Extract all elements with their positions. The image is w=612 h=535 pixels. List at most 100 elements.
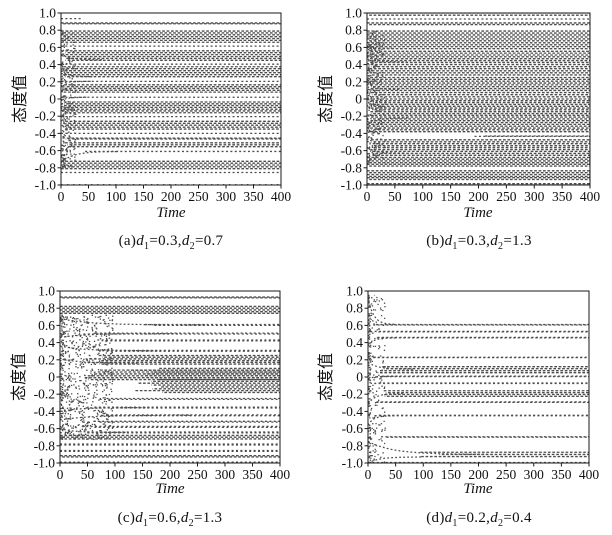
y-tick-label: -1.0 (342, 456, 364, 471)
y-tick-label: 0.2 (345, 74, 362, 89)
y-tick-label: -0.8 (342, 438, 364, 453)
x-tick-label: 150 (132, 467, 153, 482)
transient-curve (368, 440, 488, 455)
transient-curve (60, 357, 140, 364)
x-tick-label: 300 (524, 467, 545, 482)
y-tick-label: -1.0 (34, 456, 56, 471)
x-tick-label: 350 (552, 189, 573, 204)
x-tick-label: 200 (161, 189, 182, 204)
panel-a-plot: 1.00.80.60.40.20-0.2-0.4-0.6-0.8-1.00 50 1… (35, 6, 292, 205)
transient-curve (368, 392, 405, 405)
y-tick-label: 0.8 (346, 301, 363, 316)
transient-curve (367, 45, 394, 49)
x-tick-label: 400 (271, 189, 292, 204)
x-tick-label: 350 (243, 189, 264, 204)
transient-curve (368, 361, 415, 370)
y-tick-label: -0.8 (35, 160, 57, 175)
transient-curve (60, 345, 166, 352)
transient-curve (60, 427, 126, 434)
panel-a-caption: (a)d1=0.3,d2=0.7 (118, 233, 224, 252)
x-tick-label: 300 (524, 189, 545, 204)
y-tick-label: 0.4 (39, 57, 56, 72)
x-tick-label: 50 (388, 189, 402, 204)
x-tick-label: 400 (579, 467, 600, 482)
y-tick-label: -0.2 (35, 109, 56, 124)
panel-d: 1.0 0.8 0.6 0.4 0.2 0 -0.2 -0.4 -0.6 -0.8 -1.0 0 50 1… (306, 270, 612, 535)
panel-c-caption: (c)d1=0.6,d2=1.3 (117, 510, 223, 529)
x-tick-label: 0 (58, 189, 65, 204)
y-tick-label: 0 (356, 370, 363, 385)
x-tick-label: 100 (413, 189, 434, 204)
panel-d-plot: 1.00.80.60.40.20-0.2-0.4-0.6-0.8-1.00 50 1… (342, 284, 600, 483)
panel-a: 1.0 0.8 0.6 0.4 0.2 0 -0.2 -0.4 -0.6 -0.8 -1.0 0 50 1… (0, 0, 306, 268)
transient-curve (61, 96, 88, 102)
x-tick-label: 50 (81, 467, 95, 482)
y-tick-label: -0.6 (341, 143, 363, 158)
panel-d-y-axis-label: 态度值 (318, 353, 335, 402)
panel-a-x-axis-label: Time (156, 205, 186, 221)
x-tick-label: 350 (551, 467, 572, 482)
y-tick-label: 0.6 (346, 318, 363, 333)
panel-c-y-axis-label: 态度值 (11, 353, 28, 402)
scatter-dots (61, 29, 77, 169)
x-tick-label: 400 (580, 189, 601, 204)
y-tick-label: -0.6 (34, 421, 56, 436)
y-tick-label: 0.8 (38, 301, 55, 316)
y-tick-label: 0.4 (38, 335, 55, 350)
y-tick-label: -0.4 (341, 126, 363, 141)
x-tick-label: 0 (57, 467, 64, 482)
y-tick-label: -0.2 (341, 109, 362, 124)
transient-curve (368, 297, 395, 325)
x-tick-label: 200 (468, 467, 489, 482)
panel-d-x-axis-label: Time (463, 481, 493, 497)
transient-curve (61, 70, 93, 78)
transient-curve (368, 337, 395, 347)
y-tick-label: 0.8 (345, 23, 362, 38)
y-tick-label: 0.6 (38, 318, 55, 333)
trajectory-layer-a (61, 13, 281, 185)
y-tick-label: -0.4 (35, 126, 57, 141)
panel-c-plot: 1.00.80.60.40.20-0.2-0.4-0.6-0.8-1.00 50 1… (34, 284, 291, 483)
transient-curve (61, 80, 93, 85)
y-tick-label: -0.8 (34, 438, 56, 453)
x-tick-label: 250 (496, 189, 517, 204)
x-tick-label: 300 (215, 467, 236, 482)
scatter-dots (60, 314, 114, 441)
x-tick-label: 100 (106, 189, 127, 204)
y-tick-label: 1.0 (39, 6, 56, 21)
transient-curve (367, 81, 399, 91)
y-tick-label: 0 (355, 92, 362, 107)
transient-curve (60, 406, 153, 413)
x-tick-label: 200 (468, 189, 489, 204)
y-tick-label: 0.8 (39, 23, 56, 38)
y-tick-label: 0.2 (39, 74, 56, 89)
x-tick-label: 250 (496, 467, 517, 482)
panel-b-plot: 1.00.80.60.40.20-0.2-0.4-0.6-0.8-1.00 50 1… (341, 6, 601, 205)
y-tick-label: -0.4 (34, 404, 56, 419)
panel-b-y-axis-label: 态度值 (318, 75, 335, 124)
y-tick-label: -0.8 (341, 160, 363, 175)
panel-b-caption: (b)d1=0.3,d2=1.3 (426, 233, 532, 252)
y-tick-label: 0.6 (345, 40, 362, 55)
transient-curve (368, 375, 400, 380)
y-tick-label: -0.6 (342, 421, 364, 436)
trajectory-layer-c (60, 291, 280, 463)
y-tick-label: -0.4 (342, 404, 364, 419)
y-tick-label: -1.0 (341, 178, 363, 193)
y-tick-label: 1.0 (346, 284, 363, 299)
trajectory-layer-d (368, 291, 589, 463)
y-tick-label: 0.4 (346, 335, 363, 350)
x-tick-label: 150 (133, 189, 154, 204)
y-tick-label: 0.2 (346, 352, 363, 367)
scatter-dots (367, 30, 387, 164)
panel-c: 1.0 0.8 0.6 0.4 0.2 0 -0.2 -0.4 -0.6 -0.8 -1.0 0 50 1… (0, 270, 306, 535)
trajectory-layer-b (367, 13, 590, 185)
transient-curve (60, 317, 206, 326)
x-tick-label: 150 (441, 189, 462, 204)
transient-curve (61, 53, 103, 61)
panel-c-x-axis-label: Time (155, 481, 185, 497)
y-tick-label: 1.0 (345, 6, 362, 21)
x-tick-label: 300 (216, 189, 237, 204)
x-tick-label: 350 (242, 467, 263, 482)
